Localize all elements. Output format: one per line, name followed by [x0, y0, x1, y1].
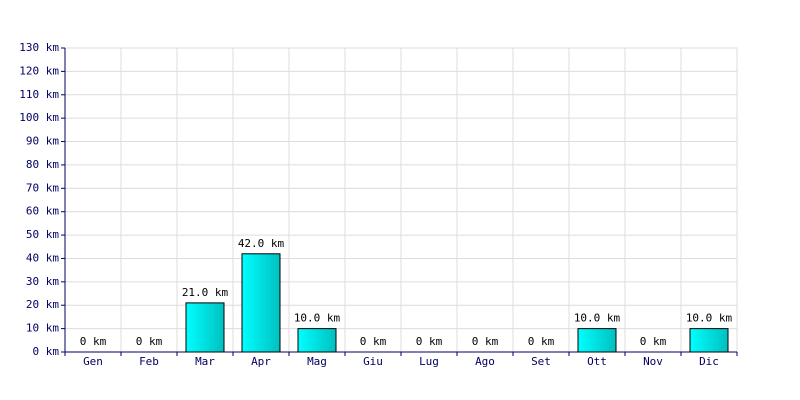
x-tick-label: Giu — [363, 355, 383, 368]
bar — [241, 253, 281, 353]
value-label: 0 km — [360, 335, 387, 348]
x-tick-label: Apr — [251, 355, 271, 368]
x-tick-label: Ott — [587, 355, 607, 368]
value-label: 10.0 km — [686, 312, 733, 325]
bar — [297, 328, 337, 353]
value-label: 0 km — [416, 335, 443, 348]
y-tick-label: 80 km — [26, 158, 59, 171]
y-tick-label: 70 km — [26, 181, 59, 194]
value-label: 42.0 km — [238, 237, 285, 250]
y-tick-label: 100 km — [19, 111, 59, 124]
x-tick-label: Mar — [195, 355, 215, 368]
y-tick-label: 40 km — [26, 251, 59, 264]
x-tick-label: Gen — [83, 355, 103, 368]
y-tick-label: 110 km — [19, 88, 59, 101]
x-tick-label: Lug — [419, 355, 439, 368]
x-tick-label: Dic — [699, 355, 719, 368]
y-tick-label: 20 km — [26, 298, 59, 311]
y-tick-label: 50 km — [26, 228, 59, 241]
x-tick-label: Set — [531, 355, 551, 368]
y-tick-label: 90 km — [26, 135, 59, 148]
value-label: 0 km — [80, 335, 107, 348]
value-label: 0 km — [472, 335, 499, 348]
y-tick-label: 0 km — [33, 345, 60, 358]
value-label: 0 km — [136, 335, 163, 348]
y-tick-label: 30 km — [26, 275, 59, 288]
bar — [689, 328, 729, 353]
y-tick-label: 60 km — [26, 205, 59, 218]
value-label: 0 km — [640, 335, 667, 348]
value-label: 10.0 km — [574, 312, 621, 325]
bar — [185, 302, 225, 353]
y-tick-label: 10 km — [26, 322, 59, 335]
x-tick-label: Feb — [139, 355, 159, 368]
y-tick-label: 130 km — [19, 41, 59, 54]
x-tick-label: Ago — [475, 355, 495, 368]
value-label: 0 km — [528, 335, 555, 348]
value-label: 10.0 km — [294, 312, 341, 325]
bar — [577, 328, 617, 353]
y-tick-label: 120 km — [19, 64, 59, 77]
x-tick-label: Mag — [307, 355, 327, 368]
value-label: 21.0 km — [182, 286, 229, 299]
x-tick-label: Nov — [643, 355, 663, 368]
